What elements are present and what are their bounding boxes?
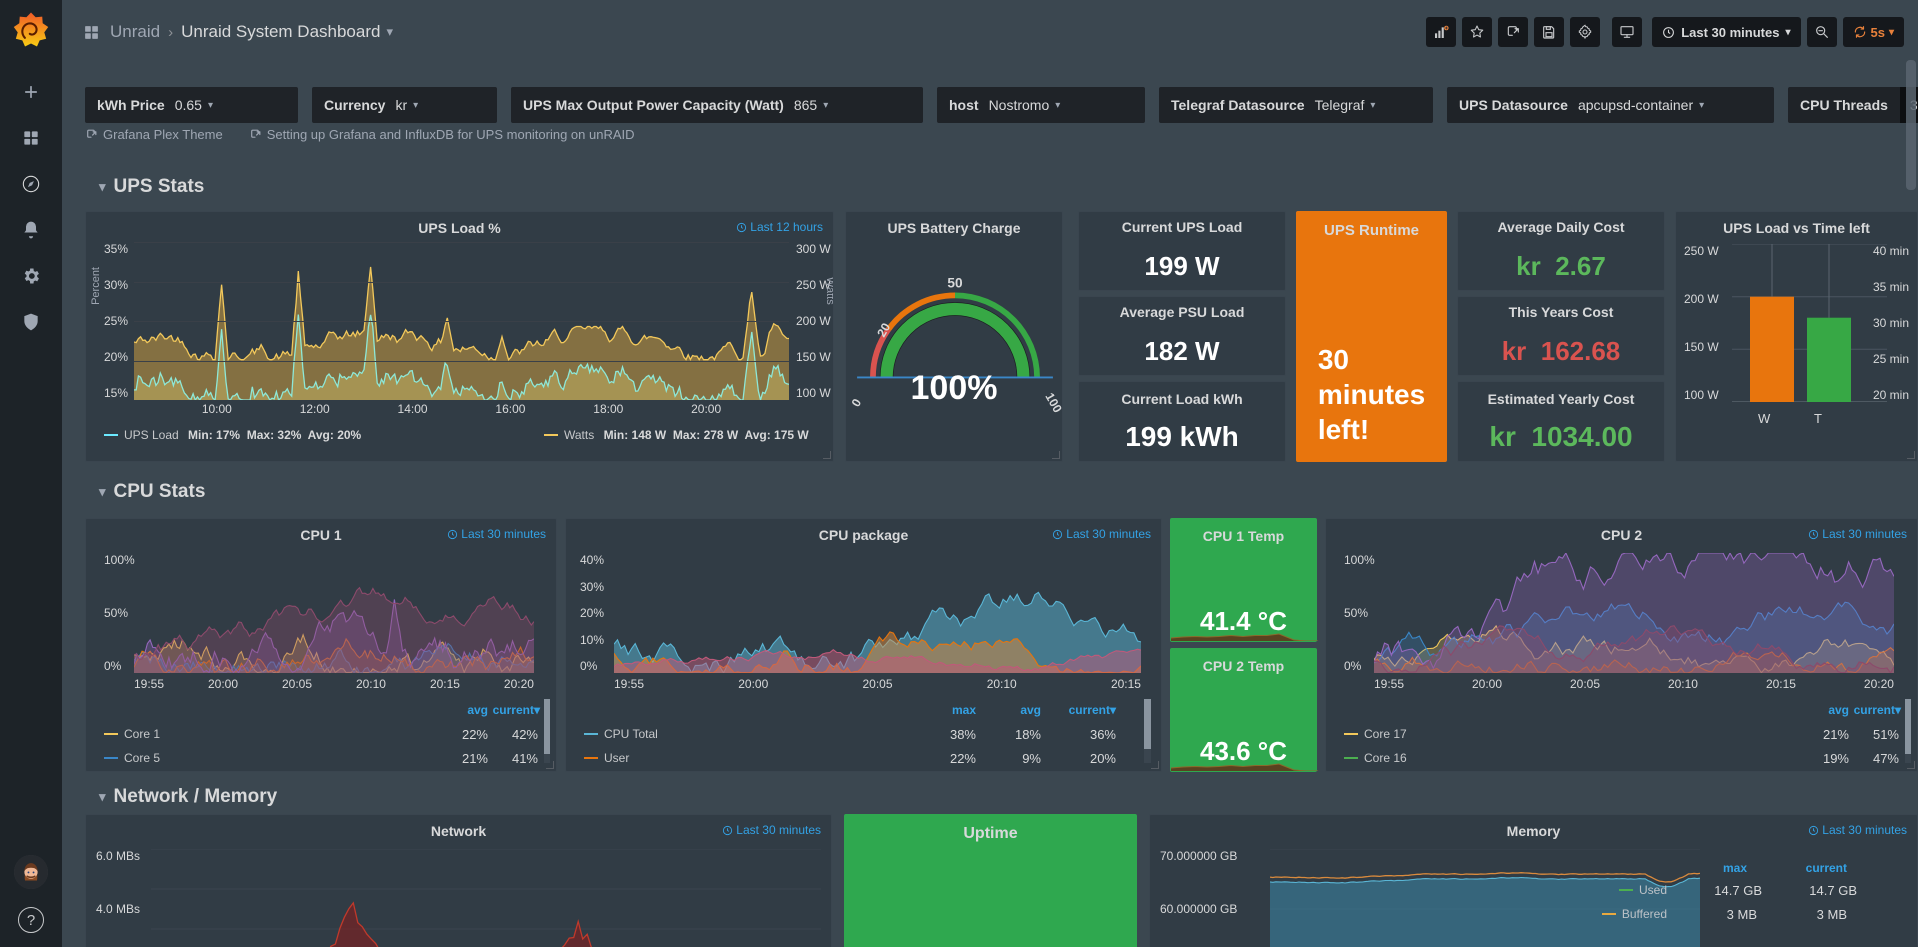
svg-text:50: 50 xyxy=(947,275,963,290)
